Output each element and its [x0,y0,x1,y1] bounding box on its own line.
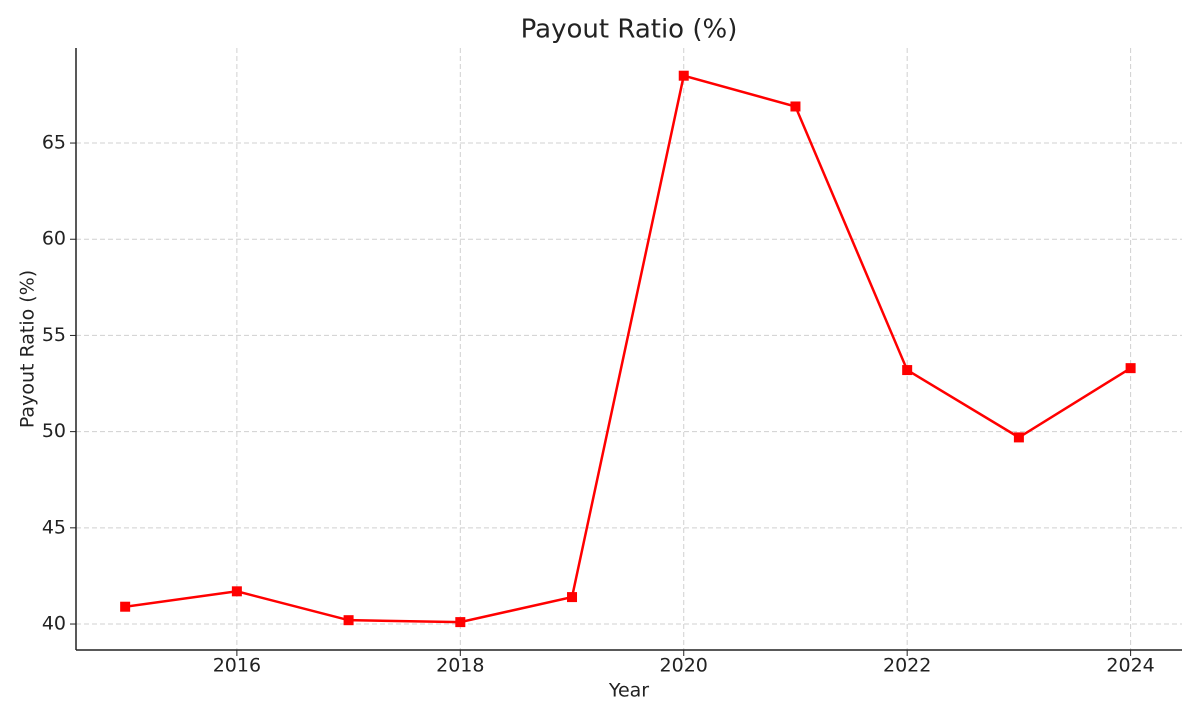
data-point [231,586,242,597]
x-axis-label: Year [608,680,649,702]
x-tick-label: 2020 [660,655,708,677]
y-tick-label: 40 [42,613,66,635]
data-point [790,101,801,112]
data-point [902,365,913,376]
data-line [124,74,1132,624]
data-point [1013,432,1024,443]
x-tick-label: 2016 [213,655,261,677]
x-tick-label: 2018 [436,655,484,677]
y-tick-label: 55 [42,324,66,346]
data-point [120,601,131,612]
data-point [455,617,466,628]
y-tick-label: 45 [42,516,66,538]
data-point [678,70,689,81]
y-axis-label: Payout Ratio (%) [17,270,39,428]
y-tick-label: 65 [42,132,66,154]
data-point [1125,363,1136,374]
y-tick-label: 60 [42,228,66,250]
y-tick-label: 50 [42,420,66,442]
chart-title: Payout Ratio (%) [521,15,738,45]
data-point [343,615,354,626]
x-tick-label: 2024 [1106,655,1154,677]
data-point [567,592,578,603]
x-tick-label: 2022 [883,655,931,677]
